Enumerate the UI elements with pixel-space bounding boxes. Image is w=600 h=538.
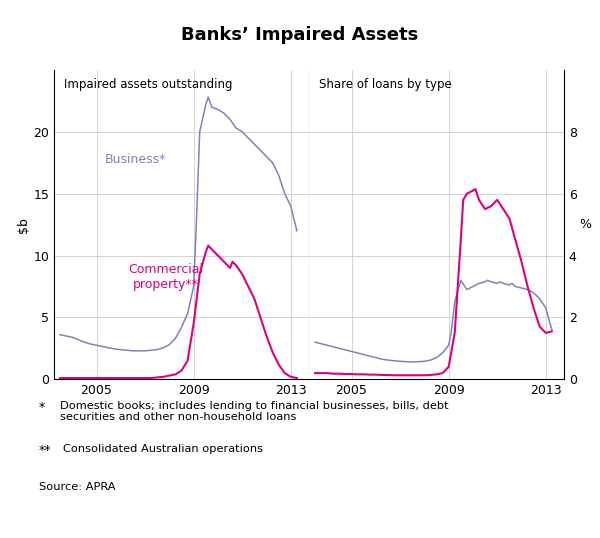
Text: **: ** [39,444,52,457]
Text: Source: APRA: Source: APRA [39,482,115,492]
Text: Domestic books; includes lending to financial businesses, bills, debt
securities: Domestic books; includes lending to fina… [60,401,449,422]
Text: Business*: Business* [105,153,166,166]
Text: Impaired assets outstanding: Impaired assets outstanding [64,77,233,91]
Y-axis label: %: % [579,218,591,231]
Text: Commercial
property**: Commercial property** [128,263,204,291]
Text: Consolidated Australian operations: Consolidated Australian operations [63,444,263,454]
Text: *: * [39,401,45,414]
Y-axis label: $b: $b [17,217,31,232]
Text: Share of loans by type: Share of loans by type [319,77,452,91]
Text: Banks’ Impaired Assets: Banks’ Impaired Assets [181,26,419,44]
